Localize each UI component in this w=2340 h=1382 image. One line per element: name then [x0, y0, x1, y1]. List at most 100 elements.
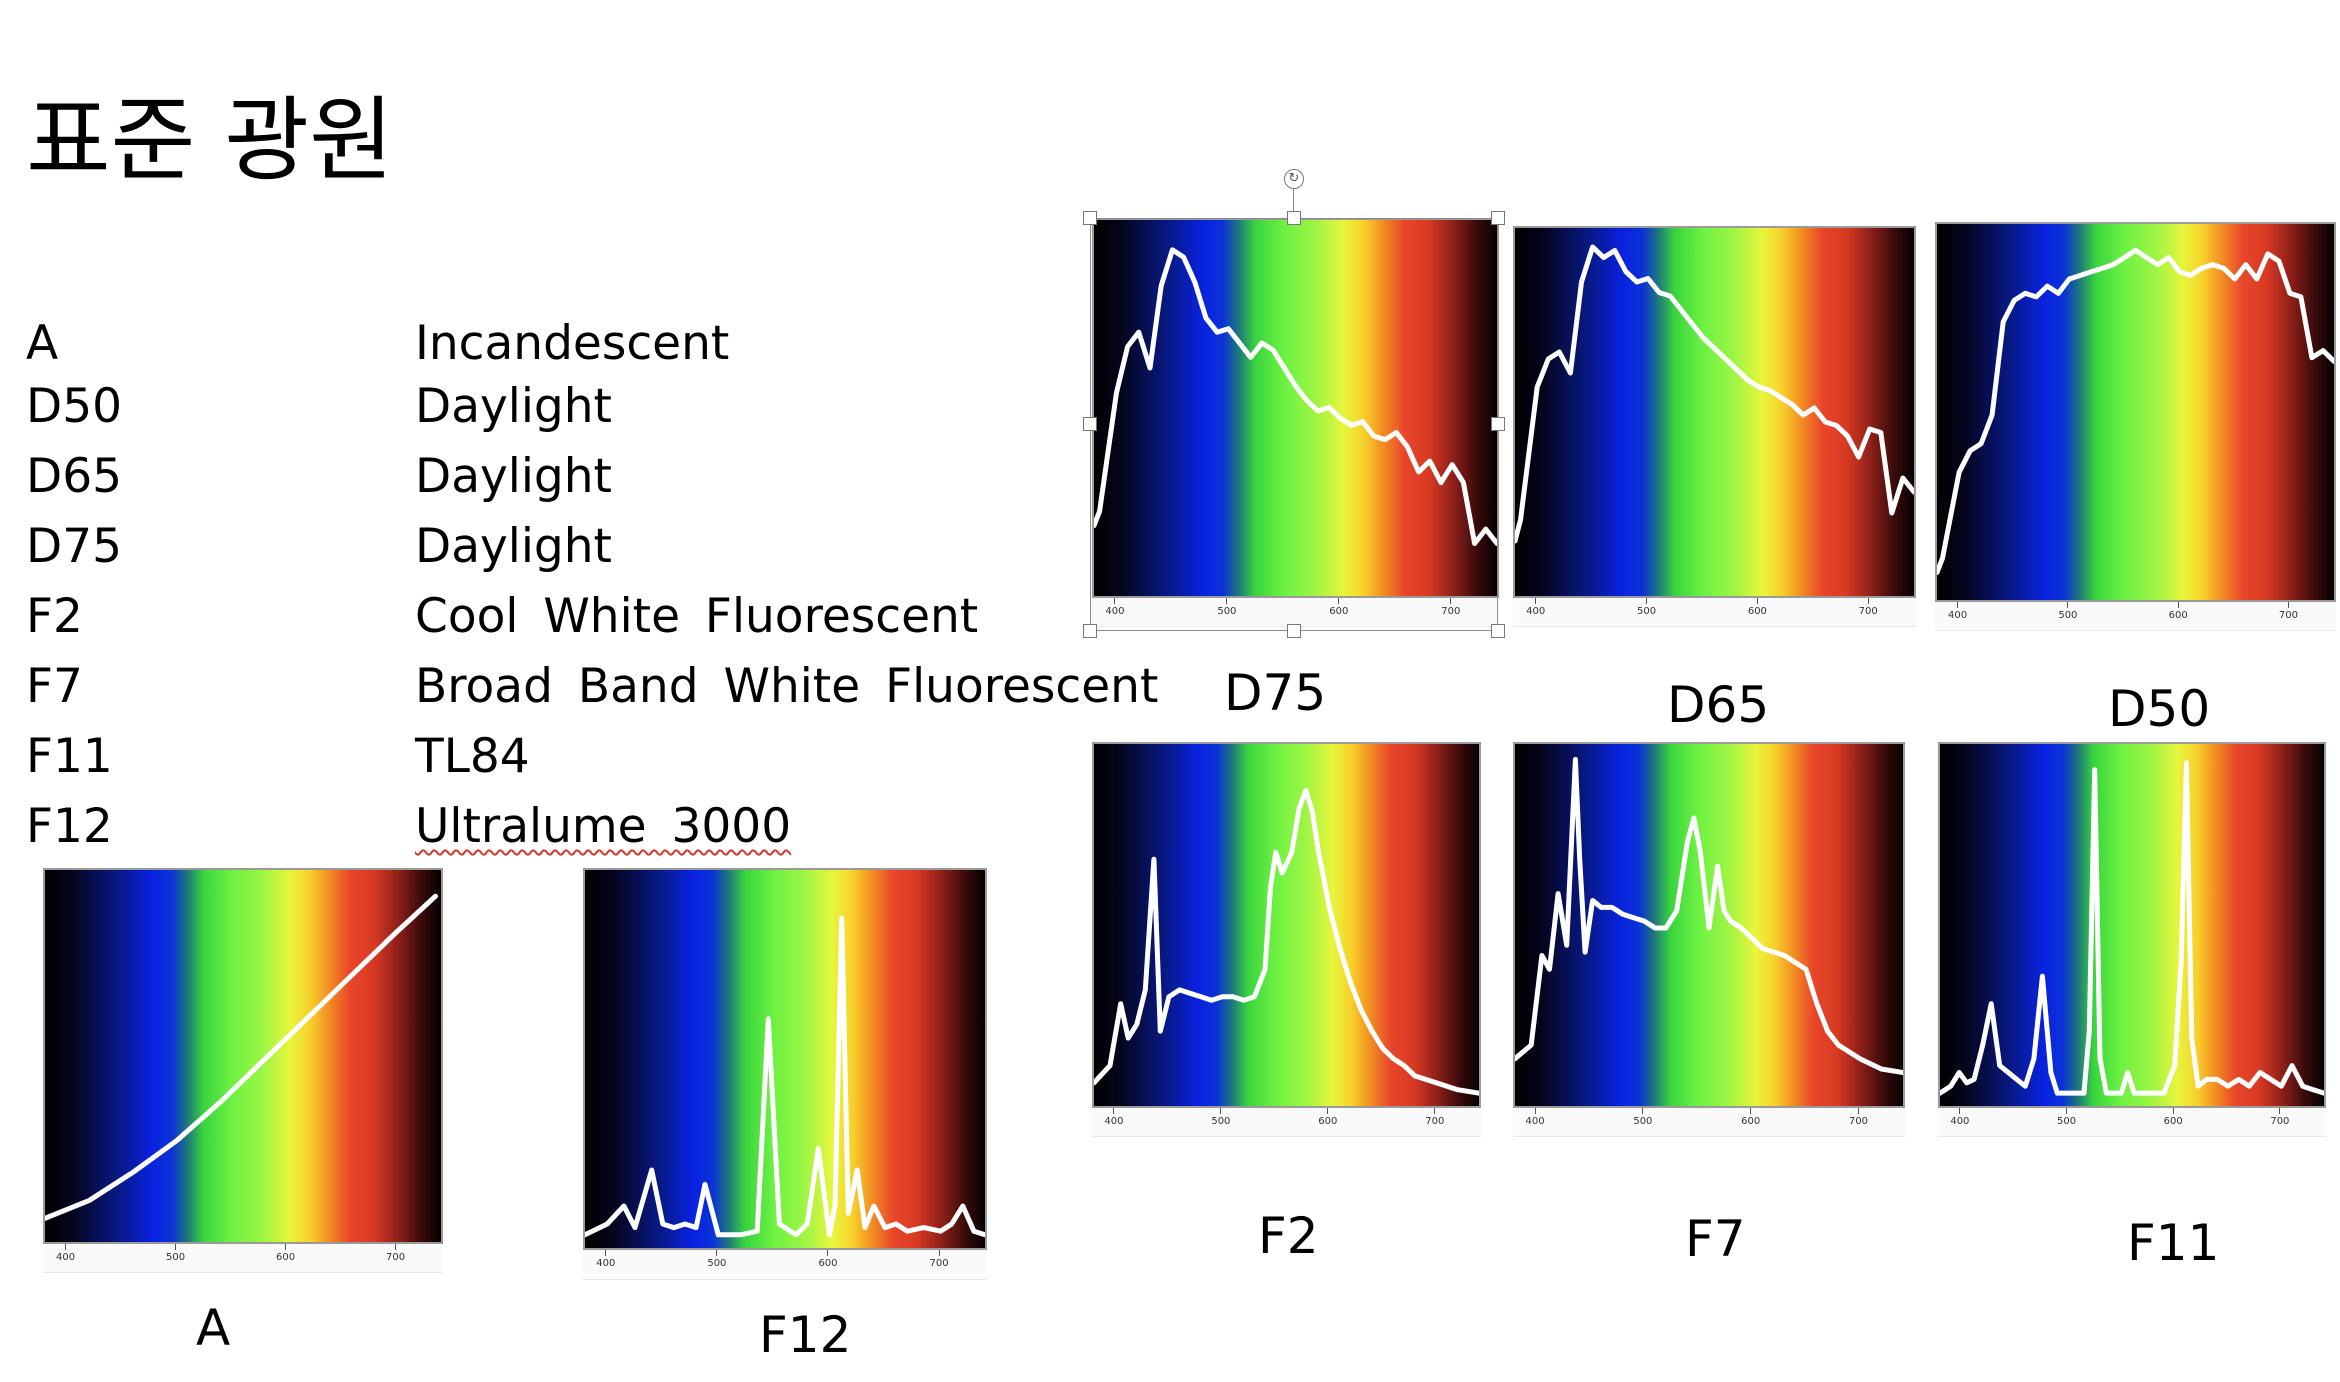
axis-tick-label: 700: [2270, 1116, 2290, 1127]
spectrum-panel-a[interactable]: 400 500 600 700: [43, 868, 443, 1273]
spectrum-curve-svg: [1515, 244, 1914, 544]
axis-tick-mark: [1750, 1108, 1752, 1114]
caption-f7: F7: [1685, 1210, 1746, 1268]
axis-tick-label: 500: [1211, 1116, 1231, 1127]
axis-tick-label: 400: [56, 1252, 76, 1263]
slide-title: 표준 광원: [26, 87, 394, 194]
resize-handle-ne[interactable]: [1491, 211, 1505, 225]
axis-tick-mark: [1450, 598, 1452, 604]
axis-tick-label: 700: [2278, 610, 2298, 621]
axis-tick-mark: [1959, 1108, 1961, 1114]
axis-tick-label: 500: [166, 1252, 186, 1263]
axis-tick-mark: [2172, 1108, 2174, 1114]
illuminant-code: D75: [26, 519, 122, 574]
caption-d50: D50: [2108, 680, 2211, 738]
axis-tick-label: 400: [1525, 1116, 1545, 1127]
illuminant-description: Daylight: [415, 519, 612, 574]
axis-tick-label: 700: [386, 1252, 406, 1263]
spectrum-panel-f12[interactable]: 400 500 600 700: [583, 868, 987, 1280]
axis-tick-label: 500: [707, 1258, 727, 1269]
axis-tick-mark: [1534, 1108, 1536, 1114]
spectrum-curve-svg: [1940, 760, 2324, 1096]
spectrum-curve-svg: [585, 915, 985, 1238]
axis-tick-mark: [716, 1250, 718, 1256]
axis-tick-mark: [1338, 598, 1340, 604]
axis-tick-label: 400: [1950, 1116, 1970, 1127]
axis-tick-mark: [1867, 598, 1869, 604]
rotate-icon[interactable]: ↻: [1284, 169, 1304, 189]
axis-tick-mark: [2067, 602, 2069, 608]
axis-tick-mark: [1327, 1108, 1329, 1114]
axis-tick-label: 700: [1858, 606, 1878, 617]
spectrum-curve-svg: [1094, 247, 1497, 546]
axis-tick-label: 500: [1633, 1116, 1653, 1127]
spectrum-panel-f11[interactable]: 400 500 600 700: [1938, 742, 2326, 1137]
axis-tick-mark: [2287, 602, 2289, 608]
spectral-power-line: [1515, 244, 1914, 544]
illuminant-code: D65: [26, 449, 122, 504]
spectral-power-line: [585, 915, 985, 1238]
axis-tick-mark: [938, 1250, 940, 1256]
illuminant-code: F2: [26, 589, 83, 644]
axis-tick-mark: [2177, 602, 2179, 608]
spectral-power-line: [1937, 247, 2334, 575]
axis-tick-mark: [1642, 1108, 1644, 1114]
spectral-power-line: [1515, 756, 1903, 1075]
resize-handle-w[interactable]: [1083, 417, 1097, 431]
spectrum-curve-svg: [1937, 247, 2334, 575]
axis-tick-mark: [1220, 1108, 1222, 1114]
resize-handle-e[interactable]: [1491, 417, 1505, 431]
illuminant-code: F7: [26, 659, 83, 714]
axis-tick-mark: [175, 1244, 176, 1250]
axis-tick-label: 600: [1318, 1116, 1338, 1127]
axis-tick-mark: [65, 1244, 66, 1250]
spectrum-curve-svg: [45, 893, 438, 1221]
axis-tick-label: 700: [1848, 1116, 1868, 1127]
spectral-power-line: [1940, 760, 2324, 1096]
axis-tick-mark: [1756, 598, 1758, 604]
axis-tick-mark: [285, 1244, 286, 1250]
spectrum-panel-f7[interactable]: 400 500 600 700: [1513, 742, 1905, 1137]
spectrum-panel-d50[interactable]: 400 500 600 700: [1935, 222, 2336, 631]
caption-f2: F2: [1258, 1207, 1319, 1265]
illuminant-code: D50: [26, 379, 122, 434]
axis-tick-label: 400: [596, 1258, 616, 1269]
axis-tick-mark: [1535, 598, 1537, 604]
spectrum-panel-d75[interactable]: 400 500 600 700: [1092, 218, 1499, 627]
axis-tick-label: 500: [2058, 610, 2078, 621]
illuminant-description: Daylight: [415, 379, 612, 434]
axis-tick-mark: [2066, 1108, 2067, 1114]
axis-tick-label: 400: [1105, 606, 1125, 617]
resize-handle-s[interactable]: [1287, 624, 1301, 638]
axis-tick-label: 500: [2057, 1116, 2077, 1127]
illuminant-description: Broad Band White Fluorescent: [415, 659, 1159, 714]
axis-tick-mark: [395, 1244, 396, 1250]
axis-tick-mark: [1113, 1108, 1115, 1114]
resize-handle-sw[interactable]: [1083, 624, 1097, 638]
spectrum-panel-f2[interactable]: 400 500 600 700: [1092, 742, 1481, 1137]
axis-tick-label: 500: [1637, 606, 1657, 617]
caption-f12: F12: [759, 1306, 852, 1364]
resize-handle-n[interactable]: [1287, 211, 1301, 225]
spectrum-panel-d65[interactable]: 400 500 600 700: [1513, 226, 1916, 627]
illuminant-code: F12: [26, 799, 113, 854]
caption-d75: D75: [1224, 664, 1327, 722]
spectral-power-line: [45, 893, 438, 1221]
spectrum-curve-svg: [1515, 756, 1903, 1075]
axis-tick-label: 400: [1948, 610, 1968, 621]
axis-tick-mark: [1114, 598, 1116, 604]
axis-tick-label: 600: [1329, 606, 1349, 617]
caption-f11: F11: [2127, 1214, 2220, 1272]
axis-tick-mark: [1646, 598, 1647, 604]
axis-tick-label: 400: [1526, 606, 1546, 617]
resize-handle-nw[interactable]: [1083, 211, 1097, 225]
resize-handle-se[interactable]: [1491, 624, 1505, 638]
axis-tick-mark: [1226, 598, 1228, 604]
axis-tick-label: 600: [2168, 610, 2188, 621]
axis-tick-label: 600: [818, 1258, 838, 1269]
spectral-power-line: [1094, 247, 1497, 546]
axis-tick-label: 600: [276, 1252, 296, 1263]
axis-tick-label: 700: [1425, 1116, 1445, 1127]
illuminant-code: A: [26, 316, 59, 371]
axis-tick-label: 700: [1441, 606, 1461, 617]
